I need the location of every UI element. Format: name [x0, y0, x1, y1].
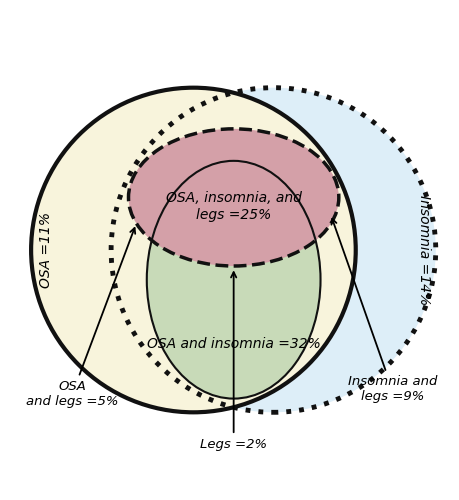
- Circle shape: [111, 88, 435, 412]
- Ellipse shape: [146, 161, 320, 398]
- Text: Insomnia and
legs =9%: Insomnia and legs =9%: [331, 219, 436, 404]
- Text: Insomnia =14%: Insomnia =14%: [416, 195, 431, 305]
- Text: Legs =2%: Legs =2%: [200, 272, 267, 451]
- Text: OSA and insomnia =32%: OSA and insomnia =32%: [146, 336, 320, 350]
- Text: OSA =11%: OSA =11%: [39, 212, 53, 288]
- Ellipse shape: [128, 129, 338, 266]
- Text: OSA
and legs =5%: OSA and legs =5%: [26, 228, 135, 408]
- Circle shape: [31, 88, 355, 412]
- Text: OSA, insomnia, and
legs =25%: OSA, insomnia, and legs =25%: [165, 192, 301, 222]
